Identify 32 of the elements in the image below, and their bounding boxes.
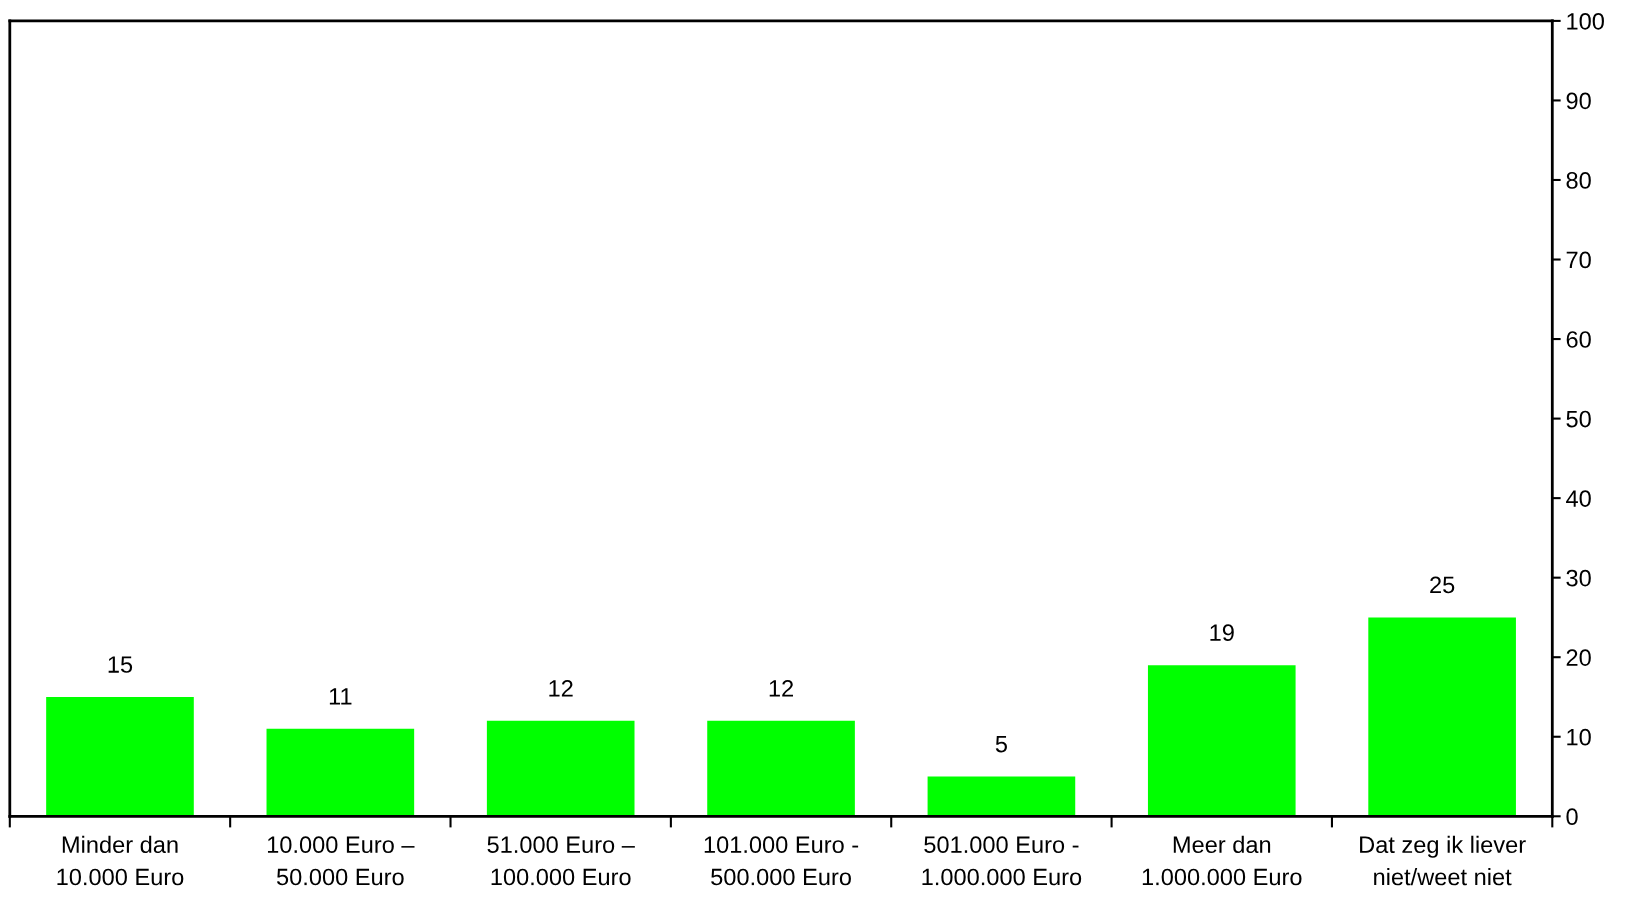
x-tick-label: Dat zeg ik liever niet/weet niet <box>1360 835 1526 886</box>
x-tick-label: 10.000 Euro – 50.000 Euro <box>267 836 415 886</box>
y-tick-label: 60 <box>1566 331 1591 348</box>
y-tick-label: 20 <box>1566 649 1591 666</box>
x-tick-label: 501.000 Euro - 1.000.000 Euro <box>922 836 1082 886</box>
y-tick-label: 0 <box>1566 808 1578 826</box>
y-tick-label: 40 <box>1566 490 1591 507</box>
data-label: 5 <box>995 735 1007 753</box>
y-tick-label: 50 <box>1566 410 1591 428</box>
data-label: 12 <box>549 680 573 697</box>
data-label: 11 <box>329 688 352 705</box>
bar <box>927 776 1076 817</box>
data-label: 19 <box>1210 624 1234 642</box>
y-tick-label: 100 <box>1567 12 1604 30</box>
x-tick-label: 101.000 Euro - 500.000 Euro <box>704 836 859 886</box>
y-tick-label: 90 <box>1566 92 1591 110</box>
bar <box>266 728 415 817</box>
y-tick-label: 10 <box>1567 728 1591 746</box>
bar <box>1368 617 1516 817</box>
bar <box>1147 665 1296 817</box>
data-label: 12 <box>769 680 793 697</box>
bar <box>707 720 855 817</box>
x-tick-label: Meer dan 1.000.000 Euro <box>1142 835 1302 886</box>
y-tick-label: 70 <box>1566 251 1591 269</box>
y-tick-label: 30 <box>1566 569 1591 587</box>
bar <box>486 720 635 817</box>
x-tick-label: Minder dan 10.000 Euro <box>57 835 184 886</box>
bar <box>46 696 194 817</box>
y-tick-label: 80 <box>1566 172 1591 189</box>
data-label: 25 <box>1430 576 1455 594</box>
x-tick-label: 51.000 Euro – 100.000 Euro <box>487 836 635 886</box>
data-label: 15 <box>108 656 133 673</box>
